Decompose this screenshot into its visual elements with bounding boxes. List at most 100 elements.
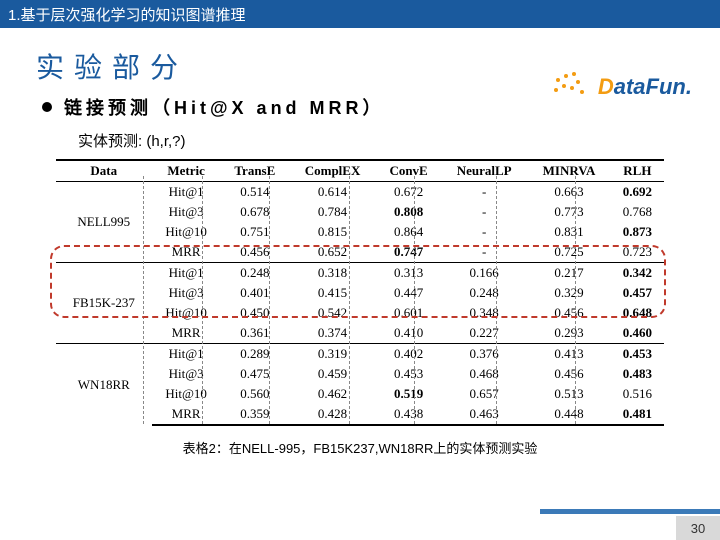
column-divider: [496, 176, 497, 424]
datafun-logo: DataFun.: [598, 74, 692, 100]
col-conve: ConvE: [376, 160, 441, 182]
value-cell: 0.453: [611, 344, 664, 365]
value-cell: 0.402: [376, 344, 441, 365]
dataset-WN18RR: WN18RR: [56, 344, 152, 426]
value-cell: 0.542: [289, 303, 376, 323]
value-cell: -: [441, 222, 527, 242]
value-cell: 0.516: [611, 384, 664, 404]
metric-cell: Hit@10: [152, 303, 221, 323]
col-transe: TransE: [221, 160, 289, 182]
value-cell: 0.313: [376, 263, 441, 284]
value-cell: 0.227: [441, 323, 527, 344]
metric-cell: Hit@1: [152, 263, 221, 284]
value-cell: 0.329: [527, 283, 611, 303]
value-cell: 0.319: [289, 344, 376, 365]
col-neurallp: NeuralLP: [441, 160, 527, 182]
value-cell: 0.657: [441, 384, 527, 404]
value-cell: 0.483: [611, 364, 664, 384]
column-divider: [143, 176, 144, 424]
col-complex: ComplEX: [289, 160, 376, 182]
col-rlh: RLH: [611, 160, 664, 182]
value-cell: 0.652: [289, 242, 376, 263]
metric-cell: Hit@3: [152, 364, 221, 384]
value-cell: 0.463: [441, 404, 527, 425]
value-cell: 0.475: [221, 364, 289, 384]
value-cell: 0.217: [527, 263, 611, 284]
value-cell: 0.359: [221, 404, 289, 425]
value-cell: 0.374: [289, 323, 376, 344]
col-minrva: MINRVA: [527, 160, 611, 182]
value-cell: 0.248: [441, 283, 527, 303]
value-cell: -: [441, 242, 527, 263]
value-cell: 0.481: [611, 404, 664, 425]
metric-cell: Hit@3: [152, 283, 221, 303]
value-cell: 0.747: [376, 242, 441, 263]
value-cell: 0.401: [221, 283, 289, 303]
value-cell: 0.448: [527, 404, 611, 425]
dataset-NELL995: NELL995: [56, 182, 152, 263]
value-cell: 0.808: [376, 202, 441, 222]
value-cell: 0.248: [221, 263, 289, 284]
value-cell: 0.456: [527, 364, 611, 384]
results-table-wrap: DataMetricTransEComplEXConvENeuralLPMINR…: [56, 159, 664, 426]
column-divider: [269, 176, 270, 424]
value-cell: 0.342: [611, 263, 664, 284]
value-cell: 0.413: [527, 344, 611, 365]
value-cell: 0.289: [221, 344, 289, 365]
value-cell: 0.864: [376, 222, 441, 242]
value-cell: 0.614: [289, 182, 376, 203]
value-cell: 0.692: [611, 182, 664, 203]
value-cell: 0.410: [376, 323, 441, 344]
metric-cell: MRR: [152, 323, 221, 344]
value-cell: 0.348: [441, 303, 527, 323]
accent-line: [540, 509, 720, 514]
table-caption: 表格2：在NELL-995，FB15K237,WN18RR上的实体预测实验: [0, 438, 720, 457]
page-number: 30: [676, 516, 720, 540]
metric-cell: Hit@1: [152, 344, 221, 365]
column-divider: [202, 176, 203, 424]
metric-cell: Hit@10: [152, 222, 221, 242]
value-cell: 0.376: [441, 344, 527, 365]
value-cell: -: [441, 202, 527, 222]
value-cell: 0.831: [527, 222, 611, 242]
value-cell: 0.318: [289, 263, 376, 284]
value-cell: -: [441, 182, 527, 203]
value-cell: 0.457: [611, 283, 664, 303]
column-divider: [575, 176, 576, 424]
value-cell: 0.468: [441, 364, 527, 384]
metric-cell: Hit@3: [152, 202, 221, 222]
value-cell: 0.453: [376, 364, 441, 384]
value-cell: 0.601: [376, 303, 441, 323]
subtitle: 链接预测（Hit@X and MRR）: [64, 94, 385, 120]
value-cell: 0.514: [221, 182, 289, 203]
column-divider: [414, 176, 415, 424]
value-cell: 0.293: [527, 323, 611, 344]
metric-cell: Hit@1: [152, 182, 221, 203]
entity-prediction-label: 实体预测: (h,r,?): [78, 130, 720, 151]
value-cell: 0.560: [221, 384, 289, 404]
value-cell: 0.447: [376, 283, 441, 303]
metric-cell: MRR: [152, 404, 221, 425]
col-data: Data: [56, 160, 152, 182]
value-cell: 0.438: [376, 404, 441, 425]
value-cell: 0.672: [376, 182, 441, 203]
value-cell: 0.428: [289, 404, 376, 425]
metric-cell: Hit@10: [152, 384, 221, 404]
dataset-FB15K-237: FB15K-237: [56, 263, 152, 344]
value-cell: 0.462: [289, 384, 376, 404]
value-cell: 0.784: [289, 202, 376, 222]
value-cell: 0.513: [527, 384, 611, 404]
value-cell: 0.460: [611, 323, 664, 344]
value-cell: 0.450: [221, 303, 289, 323]
logo-dots-icon: [554, 70, 590, 96]
value-cell: 0.678: [221, 202, 289, 222]
value-cell: 0.166: [441, 263, 527, 284]
value-cell: 0.459: [289, 364, 376, 384]
value-cell: 0.663: [527, 182, 611, 203]
column-divider: [349, 176, 350, 424]
slide-header: 1.基于层次强化学习的知识图谱推理: [0, 0, 720, 28]
value-cell: 0.456: [221, 242, 289, 263]
value-cell: 0.361: [221, 323, 289, 344]
results-table: DataMetricTransEComplEXConvENeuralLPMINR…: [56, 159, 664, 426]
value-cell: 0.773: [527, 202, 611, 222]
